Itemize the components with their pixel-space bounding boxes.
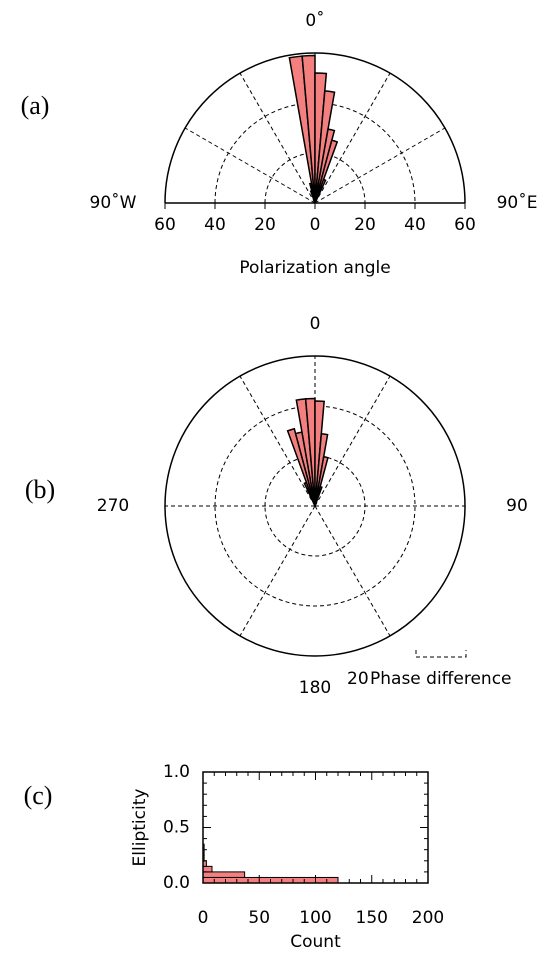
grid-spoke — [314, 127, 446, 204]
bar — [202, 865, 213, 873]
y-tick-label: 0.0 — [163, 873, 190, 893]
rose-petal — [314, 485, 323, 507]
tick-label: 0 — [310, 215, 321, 235]
tick-label: 60 — [154, 215, 176, 235]
direction-label: 0˚ — [305, 10, 324, 31]
rose-petal — [286, 427, 316, 507]
grid-spoke — [184, 127, 316, 204]
direction-label: 180 — [299, 678, 331, 698]
direction-label: 90 — [506, 496, 528, 516]
x-tick-label: 200 — [412, 908, 444, 928]
y-tick-label: 0.5 — [163, 818, 190, 838]
direction-label: 90˚W — [90, 192, 137, 213]
axis-label: Polarization angle — [239, 258, 390, 278]
direction-label: 270 — [97, 496, 129, 516]
panel-label: (b) — [25, 475, 55, 504]
bar — [202, 871, 246, 878]
panel-label: (a) — [21, 91, 50, 120]
tick-label: 60 — [454, 215, 476, 235]
grid-spoke — [239, 375, 316, 507]
rose-petal — [301, 54, 316, 204]
polar-frame — [164, 52, 466, 204]
y-axis-label: Ellipticity — [130, 789, 150, 867]
tick-label: 20 — [254, 215, 276, 235]
tick-label: 40 — [204, 215, 226, 235]
tick-label: 40 — [404, 215, 426, 235]
grid-circle — [214, 405, 416, 607]
grid-spoke — [239, 505, 316, 637]
direction-label: 90˚E — [497, 192, 538, 213]
scale-bar — [415, 650, 467, 658]
scale-value: 20 — [347, 669, 369, 689]
x-tick-label: 100 — [299, 908, 331, 928]
y-tick-label: 1.0 — [163, 762, 190, 782]
direction-label: 0 — [310, 314, 321, 334]
rose-petal — [314, 178, 327, 204]
plot-frame — [202, 771, 429, 884]
grid-spoke — [239, 72, 316, 204]
scale-label: Phase difference — [370, 669, 512, 689]
tick-label: 20 — [354, 215, 376, 235]
grid-spoke — [314, 375, 391, 507]
x-tick-label: 0 — [198, 908, 209, 928]
rose-petal — [304, 397, 316, 507]
x-axis-label: Count — [290, 932, 341, 952]
x-tick-label: 50 — [248, 908, 270, 928]
panel-label: (c) — [24, 781, 53, 810]
x-tick-label: 150 — [356, 908, 388, 928]
grid-spoke — [314, 505, 391, 637]
grid-spoke — [314, 72, 391, 204]
polar-frame — [164, 355, 466, 657]
